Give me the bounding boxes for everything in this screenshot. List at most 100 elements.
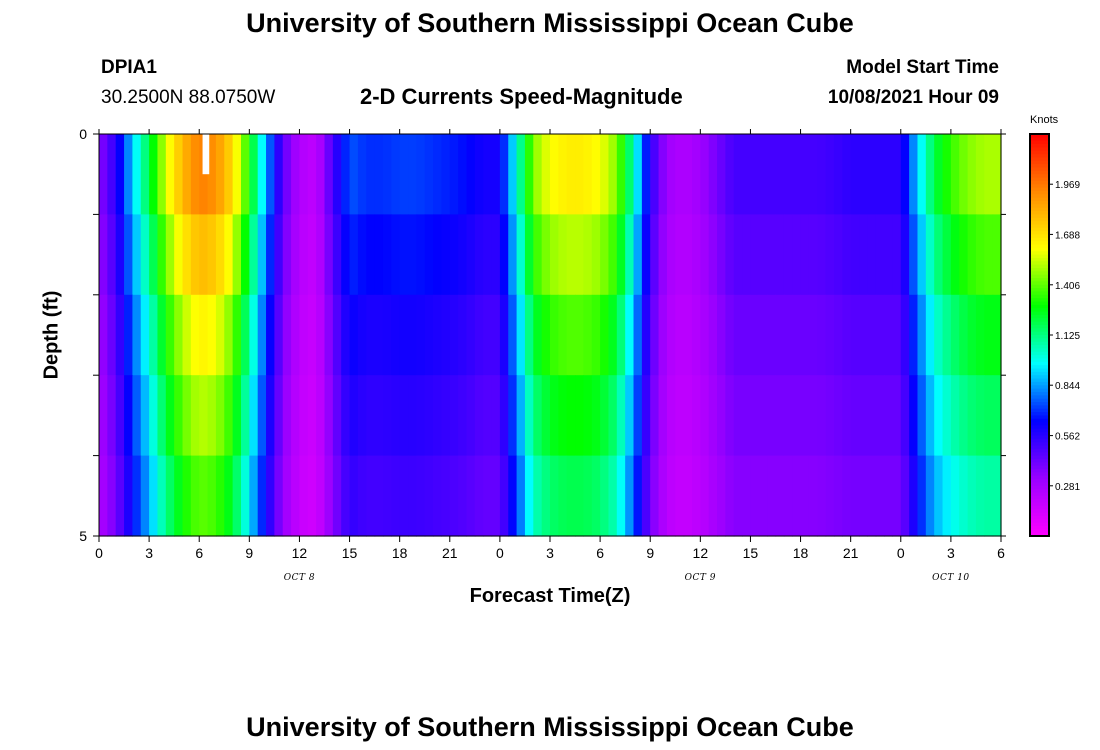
heatmap-cell [483,214,493,296]
colorbar-segment [1030,509,1049,514]
heatmap-cell [800,134,810,215]
heatmap-cell [867,455,877,537]
colorbar-segment [1030,321,1049,326]
heatmap-cell [575,375,585,457]
heatmap-cell [316,375,326,457]
heatmap-cell [683,214,693,296]
heatmap-cell [491,375,501,457]
heatmap-cell [324,294,334,376]
heatmap-cell [633,455,643,537]
heatmap-cell [240,294,250,376]
heatmap-cell [132,375,142,457]
colorbar-segment [1030,291,1049,296]
colorbar-segment [1030,381,1049,386]
heatmap-cell [867,214,877,296]
heatmap-cell [408,294,417,376]
heatmap-cell [775,134,785,215]
heatmap-cell [842,134,852,215]
heatmap-cell [366,294,376,376]
heatmap-cell [750,294,760,376]
heatmap-cell [433,134,443,215]
colorbar-segment [1030,201,1049,205]
colorbar-segment [1030,391,1049,396]
heatmap-cell [917,375,927,457]
heatmap-cell [984,214,994,296]
heatmap-cell [700,375,710,457]
heatmap-cell [266,214,275,296]
heatmap-cell [174,375,184,457]
heatmap-cell [708,375,718,457]
heatmap-cell [658,375,668,457]
colorbar-segment [1030,237,1049,242]
heatmap-cell [391,455,401,537]
heatmap-cell [357,375,367,457]
heatmap-cell [124,214,134,296]
heatmap-cell [274,455,284,537]
heatmap-cell [466,294,476,376]
heatmap-cell [349,294,359,376]
heatmap-cell [775,455,785,537]
heatmap-cell [900,134,910,215]
heatmap-cell [357,294,367,376]
heatmap-cell [884,214,894,296]
heatmap-cell [792,375,802,457]
heatmap-cell [458,134,468,215]
heatmap-cell [299,214,309,296]
colorbar-segment [1030,221,1049,226]
heatmap-cell [508,375,518,457]
heatmap-cell [149,134,159,215]
heatmap-cell [524,214,534,296]
heatmap-cell [249,294,259,376]
heatmap-cell [240,455,250,537]
heatmap-cell [550,294,559,376]
heatmap-cell [232,214,242,296]
heatmap-cell [99,375,108,457]
colorbar-segment [1030,378,1049,383]
heatmap-cell [959,375,969,457]
heatmap-cell [174,294,184,376]
heatmap-cell [291,375,301,457]
heatmap-cell [483,294,493,376]
heatmap-cell [725,134,735,215]
colorbar-segment [1030,395,1049,400]
colorbar-segment [1030,194,1049,199]
colorbar-segment [1030,452,1049,457]
colorbar-segment [1030,495,1049,500]
heatmap-cell [190,214,200,296]
heatmap-cell [224,134,234,215]
colorbar-segment [1030,187,1049,192]
heatmap-cell [833,375,843,457]
heatmap-cell [825,134,835,215]
colorbar-segment [1030,469,1049,473]
heatmap-cell [299,375,309,457]
colorbar-tick-label: 1.406 [1055,281,1080,292]
heatmap-cell [984,294,994,376]
heatmap-cell [950,214,960,296]
colorbar-segment [1030,174,1049,179]
heatmap-cell [959,294,969,376]
heatmap-cell [107,294,117,376]
heatmap-cell [867,134,877,215]
heatmap-cell [508,455,518,537]
heatmap-cell [616,294,626,376]
heatmap-cell [224,455,234,537]
heatmap-cell [675,214,685,296]
colorbar-segment [1030,341,1049,346]
heatmap-cell [240,375,250,457]
colorbar-segment [1030,365,1049,370]
heatmap-cell [140,134,150,215]
heatmap-cell [441,294,451,376]
heatmap-cell [650,214,660,296]
heatmap-cell [825,294,835,376]
heatmap-cell [742,214,752,296]
colorbar-segment [1030,455,1049,460]
heatmap-cell [658,214,668,296]
colorbar-segment [1030,408,1049,413]
colorbar-segment [1030,482,1049,487]
heatmap-cell [842,214,852,296]
heatmap-cell [449,134,459,215]
heatmap-cell [316,294,326,376]
heatmap-cell [224,375,234,457]
heatmap-cell [758,294,768,376]
